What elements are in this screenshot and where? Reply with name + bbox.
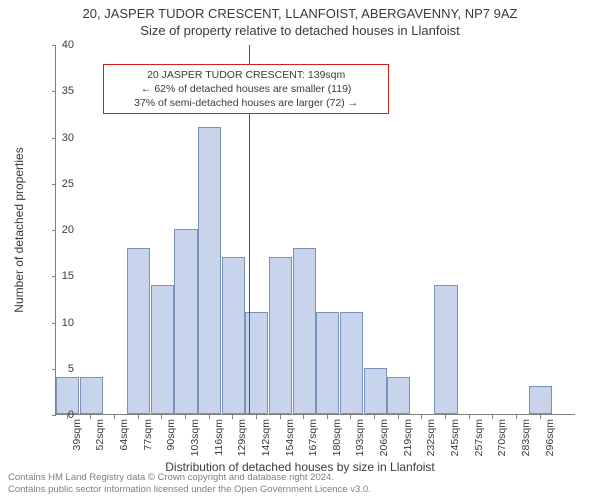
histogram-bar	[316, 312, 339, 414]
annotation-line: 37% of semi-detached houses are larger (…	[110, 96, 382, 110]
xtick-mark	[350, 415, 351, 419]
xtick-mark	[421, 415, 422, 419]
histogram-bar	[222, 257, 245, 414]
histogram-bar	[198, 127, 221, 414]
ytick-label: 25	[44, 178, 74, 190]
xtick-mark	[374, 415, 375, 419]
xtick-mark	[327, 415, 328, 419]
xtick-label: 270sqm	[496, 419, 508, 456]
xtick-label: 103sqm	[189, 419, 201, 456]
histogram-bar	[434, 285, 457, 415]
xtick-label: 129sqm	[236, 419, 248, 456]
xtick-mark	[90, 415, 91, 419]
xtick-label: 193sqm	[354, 419, 366, 456]
xtick-label: 245sqm	[449, 419, 461, 456]
ytick-label: 40	[44, 39, 74, 51]
plot-area: 20 JASPER TUDOR CRESCENT: 139sqm← 62% of…	[55, 45, 575, 415]
xtick-mark	[303, 415, 304, 419]
footer-attribution: Contains HM Land Registry data © Crown c…	[8, 472, 371, 496]
footer-line-1: Contains HM Land Registry data © Crown c…	[8, 472, 371, 484]
footer-line-2: Contains public sector information licen…	[8, 484, 371, 496]
xtick-label: 180sqm	[331, 419, 343, 456]
xtick-label: 167sqm	[307, 419, 319, 456]
ytick-label: 10	[44, 317, 74, 329]
xtick-label: 142sqm	[260, 419, 272, 456]
ytick-label: 35	[44, 85, 74, 97]
histogram-bar	[174, 229, 197, 414]
xtick-label: 64sqm	[118, 419, 130, 451]
xtick-mark	[445, 415, 446, 419]
ytick-label: 15	[44, 270, 74, 282]
xtick-label: 90sqm	[165, 419, 177, 451]
xtick-label: 39sqm	[71, 419, 83, 451]
xtick-mark	[516, 415, 517, 419]
annotation-line: 20 JASPER TUDOR CRESCENT: 139sqm	[110, 68, 382, 82]
ytick-label: 30	[44, 132, 74, 144]
xtick-mark	[398, 415, 399, 419]
annotation-box: 20 JASPER TUDOR CRESCENT: 139sqm← 62% of…	[103, 64, 389, 115]
xtick-mark	[256, 415, 257, 419]
histogram-bar	[127, 248, 150, 415]
xtick-mark	[280, 415, 281, 419]
xtick-mark	[492, 415, 493, 419]
xtick-label: 116sqm	[213, 419, 225, 456]
histogram-bar	[293, 248, 316, 415]
xtick-mark	[114, 415, 115, 419]
xtick-label: 296sqm	[544, 419, 556, 456]
xtick-mark	[469, 415, 470, 419]
xtick-label: 77sqm	[142, 419, 154, 451]
ytick-label: 0	[44, 409, 74, 421]
xtick-label: 232sqm	[425, 419, 437, 456]
histogram-bar	[529, 386, 552, 414]
ytick-label: 20	[44, 224, 74, 236]
chart-title-sub: Size of property relative to detached ho…	[0, 21, 600, 38]
histogram-bar	[364, 368, 387, 414]
xtick-mark	[209, 415, 210, 419]
chart-area: 20 JASPER TUDOR CRESCENT: 139sqm← 62% of…	[55, 45, 575, 415]
histogram-bar	[151, 285, 174, 415]
xtick-label: 283sqm	[520, 419, 532, 456]
histogram-bar	[269, 257, 292, 414]
xtick-mark	[540, 415, 541, 419]
ytick-label: 5	[44, 363, 74, 375]
xtick-mark	[138, 415, 139, 419]
xtick-mark	[185, 415, 186, 419]
xtick-label: 219sqm	[402, 419, 414, 456]
chart-title-main: 20, JASPER TUDOR CRESCENT, LLANFOIST, AB…	[0, 0, 600, 21]
xtick-mark	[161, 415, 162, 419]
xtick-label: 52sqm	[94, 419, 106, 451]
histogram-bar	[80, 377, 103, 414]
histogram-bar	[340, 312, 363, 414]
xtick-label: 257sqm	[473, 419, 485, 456]
y-axis-label: Number of detached properties	[12, 147, 26, 312]
xtick-mark	[232, 415, 233, 419]
xtick-label: 206sqm	[378, 419, 390, 456]
xtick-label: 154sqm	[284, 419, 296, 456]
annotation-line: ← 62% of detached houses are smaller (11…	[110, 82, 382, 96]
histogram-bar	[387, 377, 410, 414]
